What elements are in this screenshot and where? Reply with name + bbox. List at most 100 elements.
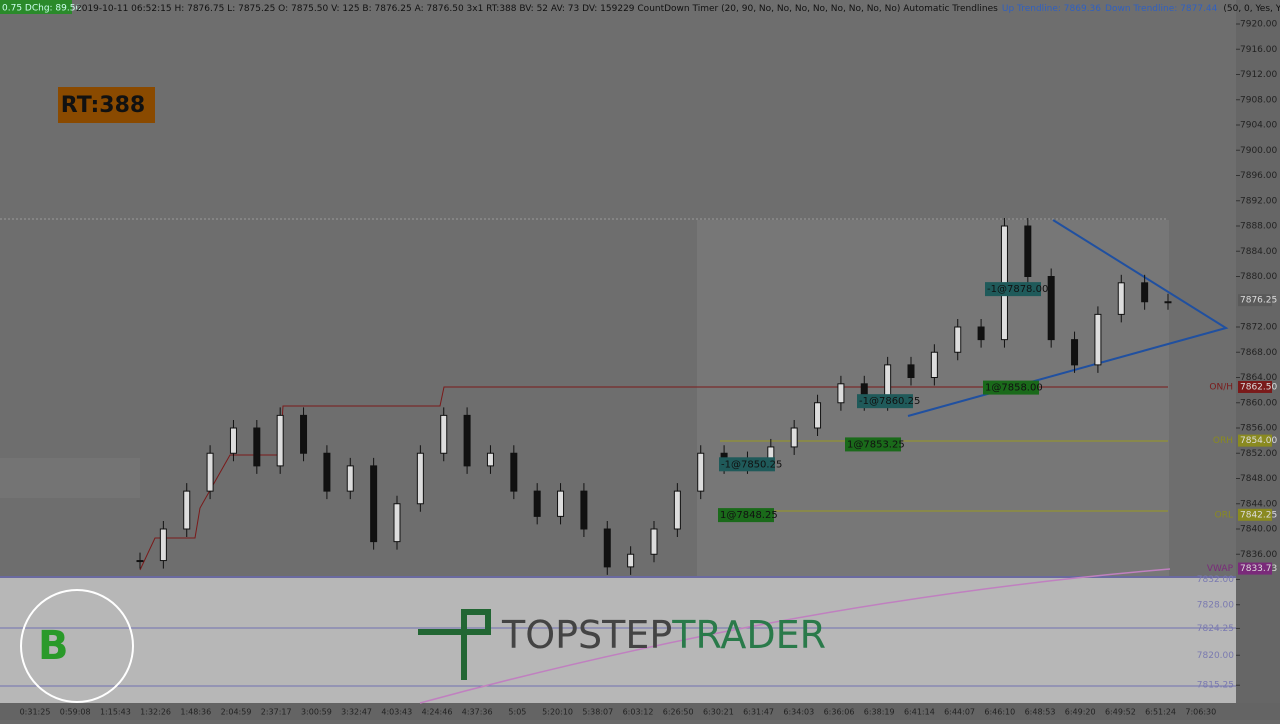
price-tag-bg xyxy=(1238,508,1272,521)
time-label: 6:03:12 xyxy=(623,708,654,717)
price-label: 7828.00 xyxy=(1197,600,1234,610)
candle xyxy=(136,560,144,563)
candle xyxy=(580,490,588,530)
time-label: 5:05 xyxy=(508,708,526,717)
candle xyxy=(1094,313,1102,366)
info: 2019-10-11 06:52:15 H: 7876.75 L: 7875.2… xyxy=(76,4,998,14)
logo-part1: TOPSTEP xyxy=(501,613,672,657)
candle xyxy=(557,490,565,517)
order-bg xyxy=(718,508,774,523)
change-box xyxy=(0,0,72,14)
logo: TOPSTEPTRADER B xyxy=(20,589,826,703)
price-label: 7836.00 xyxy=(1240,550,1277,560)
candle xyxy=(1141,282,1149,303)
price-label: 7824.25 xyxy=(1197,624,1234,634)
time-label: 6:41:14 xyxy=(904,708,935,717)
order-bg xyxy=(719,457,775,472)
order-label: -1@7860.25 xyxy=(859,396,920,407)
time-label: 6:51:24 xyxy=(1145,708,1176,717)
order-bg xyxy=(857,394,913,409)
candle xyxy=(300,414,308,454)
badge: RT:388 xyxy=(61,93,145,118)
time-label: 4:24:46 xyxy=(422,708,453,717)
badge-bg xyxy=(58,87,155,123)
price-axis-bg xyxy=(1236,0,1280,720)
candle xyxy=(1164,301,1172,304)
candle xyxy=(533,490,541,517)
time-label: 3:00:59 xyxy=(301,708,332,717)
time-label: 0:31:25 xyxy=(20,708,51,717)
price-label: 7900.00 xyxy=(1240,146,1277,156)
price-label: 7884.00 xyxy=(1240,247,1277,257)
price-label: 7840.00 xyxy=(1240,525,1277,535)
header-info: 2019-10-11 06:52:15 H: 7876.75 L: 7875.2… xyxy=(76,4,1280,14)
time-label: 2:04:59 xyxy=(221,708,252,717)
logo-part2: TRADER xyxy=(671,613,826,657)
time-label: 6:34:03 xyxy=(783,708,814,717)
time-label: 5:38:07 xyxy=(582,708,613,717)
level-label: ORH xyxy=(1213,436,1233,446)
candle xyxy=(323,452,331,492)
candle xyxy=(954,326,962,353)
time-label: 7:06:30 xyxy=(1185,708,1216,717)
change: 0.75 DChg: 89.50 xyxy=(2,4,81,14)
level-label: ORL xyxy=(1215,510,1233,520)
time-label: 5:20:10 xyxy=(542,708,573,717)
time-label: 3:32:47 xyxy=(341,708,372,717)
vwap-line xyxy=(419,568,1171,704)
candle xyxy=(486,452,494,467)
time-label: 6:36:06 xyxy=(824,708,855,717)
order-bg xyxy=(983,380,1039,395)
volume-profile-zone xyxy=(697,220,1169,577)
time-label: 6:46:10 xyxy=(984,708,1015,717)
candle xyxy=(346,465,354,492)
price-tag: 7876.25 xyxy=(1240,296,1277,306)
candle xyxy=(814,402,822,429)
candle xyxy=(907,364,915,378)
time-label: 4:03:43 xyxy=(381,708,412,717)
candle xyxy=(650,528,658,555)
time-label: 2:37:17 xyxy=(261,708,292,717)
b-mark: B xyxy=(38,623,69,669)
price-label: 7872.00 xyxy=(1240,323,1277,333)
time-label: 4:37:36 xyxy=(462,708,493,717)
price-tag: 7862.50 xyxy=(1240,382,1277,392)
candle xyxy=(440,414,448,454)
time-label: 6:49:52 xyxy=(1105,708,1136,717)
price-label: 7916.00 xyxy=(1240,45,1277,55)
price-tag: 7842.25 xyxy=(1240,510,1277,520)
price-label: 7892.00 xyxy=(1240,196,1277,206)
candle xyxy=(229,427,237,454)
order-bg xyxy=(845,437,901,452)
candle xyxy=(206,452,214,492)
time-label: 1:32:26 xyxy=(140,708,171,717)
time-label: 1:48:36 xyxy=(180,708,211,717)
candles xyxy=(136,218,1172,575)
params: (50, 0, Yes, Yes, 5, Y xyxy=(1223,4,1280,14)
time-label: 6:31:47 xyxy=(743,708,774,717)
price-label: 7868.00 xyxy=(1240,348,1277,358)
price-label: 7848.00 xyxy=(1240,474,1277,484)
level-label: VWAP xyxy=(1207,564,1234,574)
price-label: 7832.00 xyxy=(1197,575,1234,585)
candle xyxy=(1117,282,1125,315)
candle xyxy=(930,351,938,378)
lower-panel xyxy=(0,577,1236,703)
time-label: 0:59:08 xyxy=(60,708,91,717)
candle xyxy=(159,528,167,562)
order-label: 1@7848.25 xyxy=(720,510,778,521)
price-label: 7856.00 xyxy=(1240,424,1277,434)
price-label: 7888.00 xyxy=(1240,222,1277,232)
price-label: 7860.00 xyxy=(1240,398,1277,408)
price-label: 7852.00 xyxy=(1240,449,1277,459)
candle xyxy=(697,452,705,492)
time-label: 6:48:53 xyxy=(1025,708,1056,717)
price-label: 7904.00 xyxy=(1240,121,1277,131)
time-axis-bg xyxy=(0,703,1280,720)
time-label: 6:38:19 xyxy=(864,708,895,717)
candle xyxy=(393,503,401,543)
order-label: -1@7878.00 xyxy=(987,284,1048,295)
candle xyxy=(370,465,378,543)
